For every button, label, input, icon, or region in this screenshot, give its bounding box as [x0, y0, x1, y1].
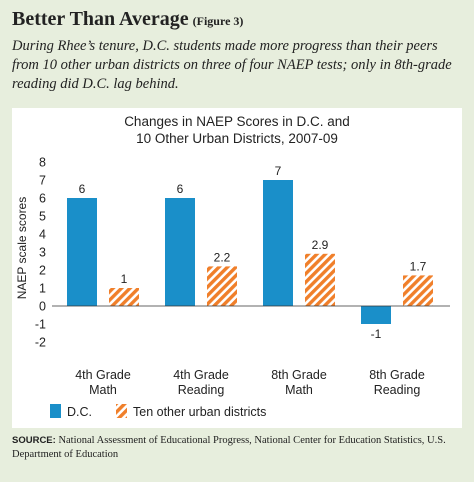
figure-title: Better Than Average (Figure 3) [12, 8, 243, 31]
category-label: 8th Grade [369, 368, 425, 382]
y-tick-label: 0 [39, 300, 46, 314]
bar-dc [165, 198, 195, 306]
data-label: 1 [121, 272, 128, 286]
bar-other-districts [109, 288, 139, 306]
source-label: SOURCE: [12, 435, 56, 446]
category-label: 8th Grade [271, 368, 327, 382]
figure-caption: During Rhee’s tenure, D.C. students made… [12, 38, 452, 92]
category-label: 4th Grade [75, 368, 131, 382]
category-label: Reading [374, 383, 421, 397]
y-tick-label: 3 [39, 246, 46, 260]
figure-number: (Figure 3) [192, 14, 244, 28]
data-label: 1.7 [410, 259, 427, 273]
bar-other-districts [403, 275, 433, 306]
legend-swatch-other [116, 404, 127, 418]
bar-other-districts [305, 253, 335, 306]
y-tick-label: 5 [39, 210, 46, 224]
y-tick-label: -2 [35, 336, 46, 350]
source-text: National Assessment of Educational Progr… [12, 435, 446, 460]
y-axis: -2 -1 0 1 2 3 4 5 6 7 8 NAEP scale scores [15, 156, 46, 350]
source-note: SOURCE: National Assessment of Education… [12, 434, 464, 462]
category-label: Math [89, 383, 117, 397]
data-label: 2.2 [214, 250, 231, 264]
y-tick-label: -1 [35, 318, 46, 332]
data-label: 6 [177, 182, 184, 196]
legend-swatch-dc [50, 404, 61, 418]
y-tick-label: 8 [39, 156, 46, 170]
y-tick-label: 4 [39, 228, 46, 242]
figure-title-text: Better Than Average [12, 8, 189, 30]
data-label: 2.9 [312, 238, 329, 252]
chart-title-line: Changes in NAEP Scores in D.C. and [124, 114, 350, 129]
category-label: 4th Grade [173, 368, 229, 382]
bar-dc [361, 306, 391, 324]
chart-title-line: 10 Other Urban Districts, 2007-09 [136, 131, 338, 146]
bar-dc [263, 180, 293, 306]
y-tick-label: 6 [39, 192, 46, 206]
y-axis-title: NAEP scale scores [15, 197, 29, 300]
data-label: 6 [79, 182, 86, 196]
legend-label-other: Ten other urban districts [133, 405, 266, 419]
y-tick-label: 1 [39, 282, 46, 296]
data-label: 7 [275, 164, 282, 178]
legend-label-dc: D.C. [67, 405, 92, 419]
bars: 6 1 6 2.2 7 2.9 -1 1.7 [52, 164, 450, 341]
bar-other-districts [207, 266, 237, 306]
legend: D.C. Ten other urban districts [50, 404, 266, 419]
category-label: Reading [178, 383, 225, 397]
bar-dc [67, 198, 97, 306]
chart-title: Changes in NAEP Scores in D.C. and 10 Oth… [124, 114, 350, 146]
y-tick-label: 2 [39, 264, 46, 278]
y-tick-label: 7 [39, 174, 46, 188]
data-label: -1 [371, 327, 382, 341]
category-label: Math [285, 383, 313, 397]
